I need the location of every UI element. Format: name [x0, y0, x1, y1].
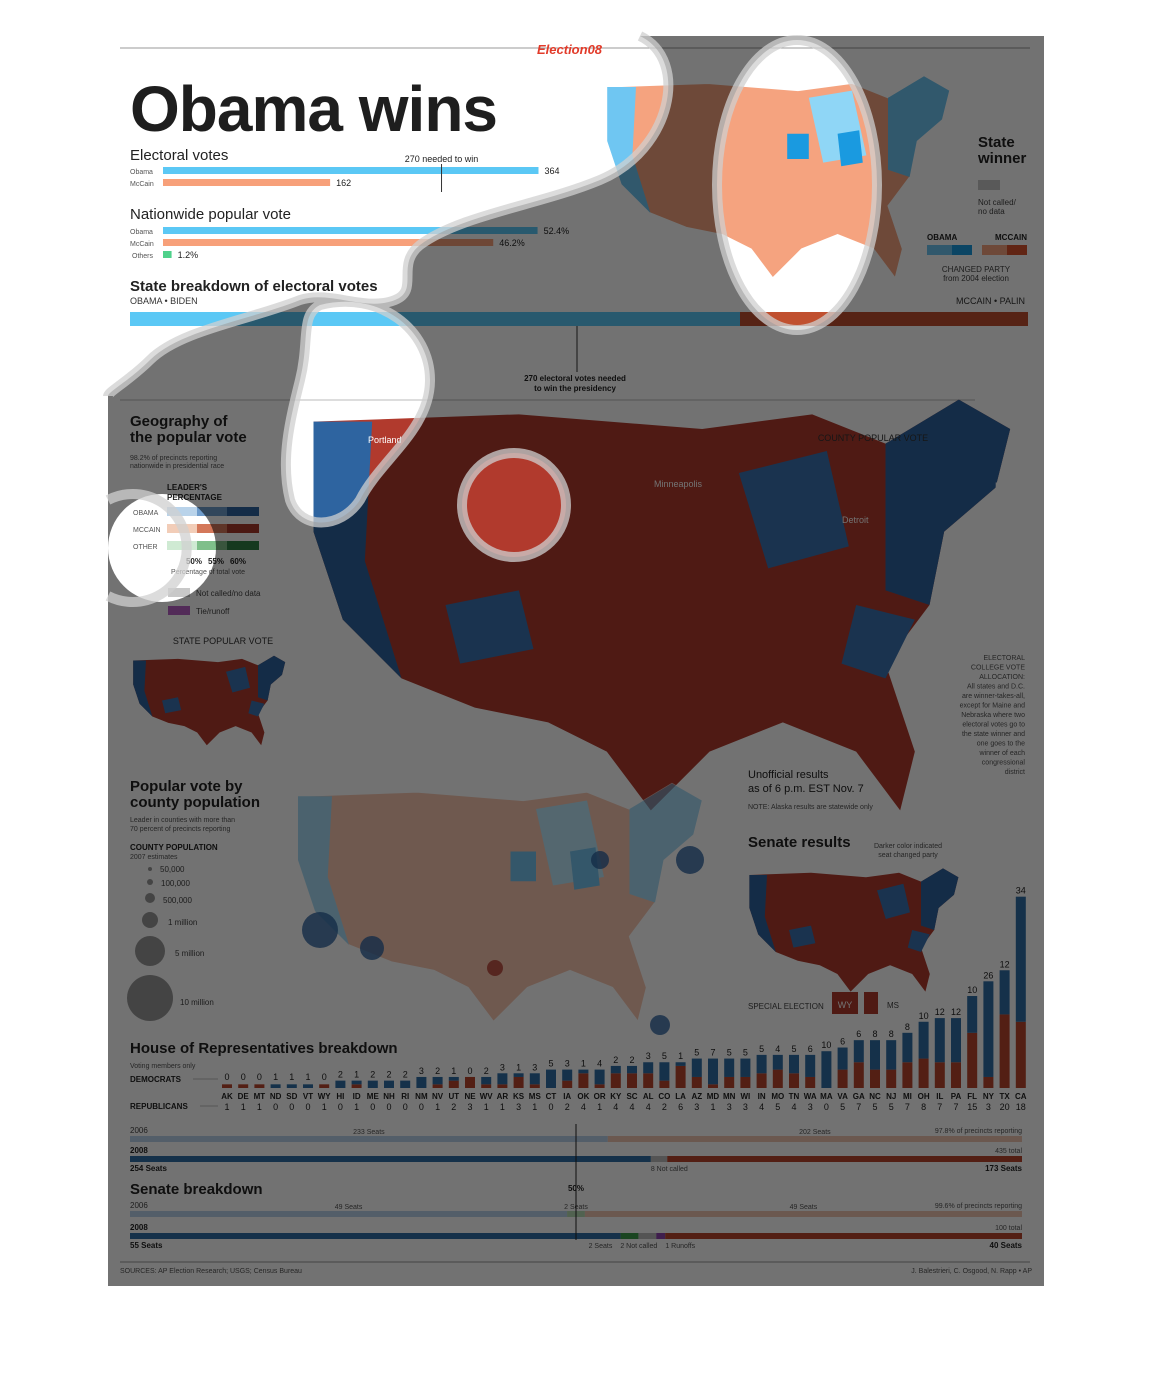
ring: [457, 448, 571, 562]
ring: [712, 35, 882, 335]
ring: [105, 489, 192, 607]
ring: [103, 31, 674, 399]
spotlight-ring: [103, 31, 882, 607]
dim-overlay: [108, 36, 1044, 1286]
ring: [280, 296, 436, 528]
